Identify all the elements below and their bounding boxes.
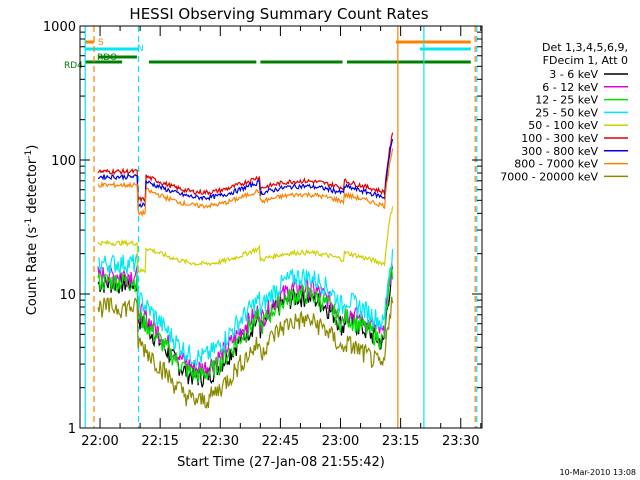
series-line-2 bbox=[97, 266, 394, 384]
x-tick-label: 22:30 bbox=[202, 434, 239, 449]
legend-entry-label: 7000 - 20000 keV bbox=[500, 170, 598, 183]
plot-frame bbox=[79, 25, 483, 429]
chart-title: HESSI Observing Summary Count Rates bbox=[129, 5, 428, 23]
series-line-7 bbox=[97, 148, 394, 218]
legend: Det 1,3,4,5,6,9, FDecim 1, Att 0 3 - 6 k… bbox=[500, 41, 628, 183]
x-tick-label: 22:00 bbox=[81, 434, 118, 449]
status-flags: S N RDO RD4 bbox=[64, 38, 471, 71]
y-axis-label-part2: detector bbox=[25, 158, 40, 218]
legend-header-line1: Det 1,3,4,5,6,9, bbox=[542, 41, 628, 54]
series-line-5 bbox=[97, 132, 394, 204]
x-axis-label: Start Time (27-Jan-08 21:55:42) bbox=[177, 455, 385, 470]
y-tick-label: 100 bbox=[51, 154, 76, 169]
flag-label-n: N bbox=[137, 44, 144, 54]
x-tick-label: 23:30 bbox=[442, 434, 479, 449]
legend-entry-label: 100 - 300 keV bbox=[521, 132, 598, 145]
flag-label-rdo: RDO bbox=[97, 53, 117, 63]
flag-label-s: S bbox=[98, 38, 104, 48]
series-line-4 bbox=[97, 206, 394, 274]
x-axis: 22:00 22:15 22:30 22:45 23:00 23:15 23:30 bbox=[79, 26, 482, 449]
x-tick-label: 22:15 bbox=[141, 434, 178, 449]
legend-entry-label: 6 - 12 keV bbox=[542, 81, 598, 94]
x-tick-label: 23:15 bbox=[382, 434, 419, 449]
series-lines bbox=[97, 132, 394, 409]
y-axis: 1 10 100 1000 bbox=[43, 20, 482, 437]
vertical-markers bbox=[84, 26, 478, 428]
x-tick-label: 23:00 bbox=[322, 434, 359, 449]
legend-entry-label: 800 - 7000 keV bbox=[514, 158, 598, 171]
y-axis-label-part3: ) bbox=[25, 145, 40, 150]
timestamp: 10-Mar-2010 13:08 bbox=[560, 468, 637, 477]
legend-entry-label: 50 - 100 keV bbox=[528, 119, 598, 132]
legend-entry-label: 300 - 800 keV bbox=[521, 145, 598, 158]
y-axis-label-exp2: -1 bbox=[24, 150, 34, 159]
legend-entry-label: 3 - 6 keV bbox=[549, 68, 598, 81]
legend-entry-label: 25 - 50 keV bbox=[535, 106, 598, 119]
y-axis-label-exp1: -1 bbox=[24, 218, 34, 227]
y-tick-label: 1 bbox=[68, 422, 76, 437]
series-line-3 bbox=[98, 249, 394, 369]
series-line-8 bbox=[97, 296, 394, 409]
x-tick-label: 22:45 bbox=[262, 434, 299, 449]
y-axis-label-part1: Count Rate (s bbox=[25, 227, 40, 316]
y-tick-label: 10 bbox=[59, 288, 76, 303]
legend-entry-label: 12 - 25 keV bbox=[535, 94, 598, 107]
series-line-6 bbox=[97, 138, 394, 208]
flag-label-rd4: RD4 bbox=[64, 61, 83, 71]
legend-header-line2: FDecim 1, Att 0 bbox=[543, 54, 628, 67]
y-axis-label: Count Rate (s-1 detector-1) bbox=[24, 145, 40, 316]
y-tick-label: 1000 bbox=[43, 20, 76, 35]
